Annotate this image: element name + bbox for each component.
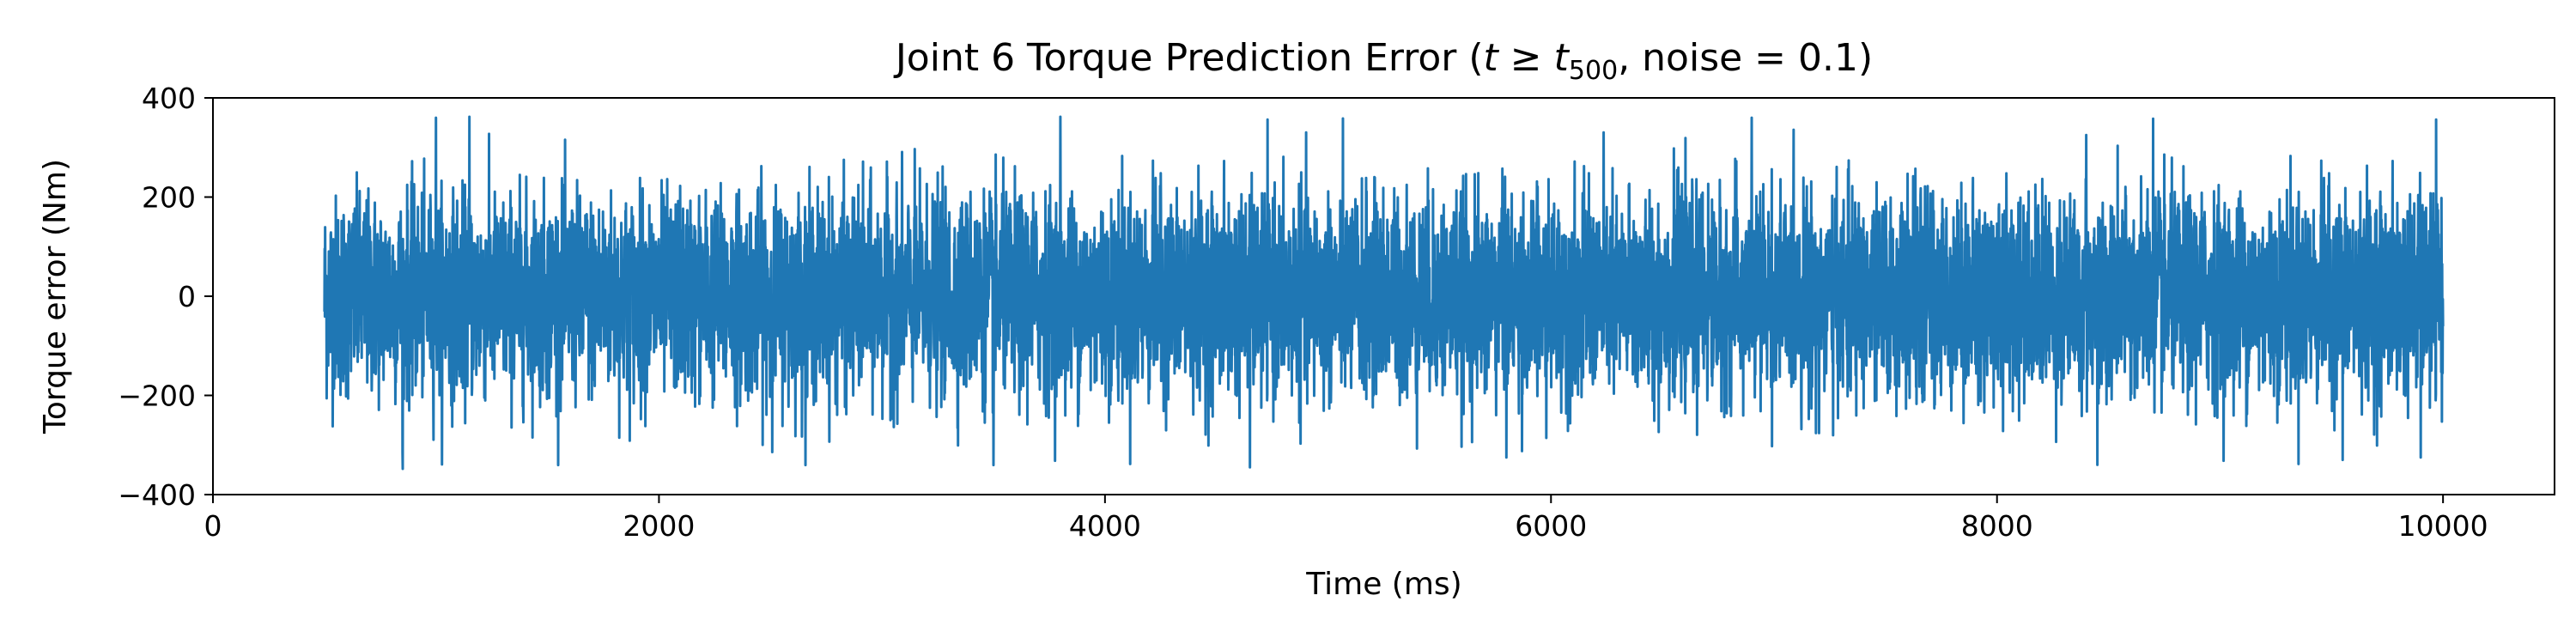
series-layer [323,115,2445,471]
chart-title: Joint 6 Torque Prediction Error (t ≥ t50… [893,36,1873,86]
y-tick-label: 200 [142,181,196,215]
x-tick-label: 4000 [1069,509,1141,543]
y-axis: 400 200 0 −200 −400 [118,82,213,512]
x-tick-label: 8000 [1961,509,2033,543]
y-axis-label: Torque error (Nm) [38,159,73,434]
x-tick-label: 2000 [623,509,695,543]
y-tick-label: −400 [118,478,196,512]
y-tick-label: −200 [118,380,196,413]
y-tick-label: 0 [178,280,196,313]
x-axis: 0 2000 4000 6000 8000 10000 [204,495,2488,543]
x-axis-label: Time (ms) [1305,567,1461,602]
x-tick-label: 0 [204,509,222,543]
x-tick-label: 10000 [2398,509,2488,543]
series-line-torque-error [323,115,2445,471]
y-tick-label: 400 [142,82,196,115]
x-tick-label: 6000 [1515,509,1587,543]
